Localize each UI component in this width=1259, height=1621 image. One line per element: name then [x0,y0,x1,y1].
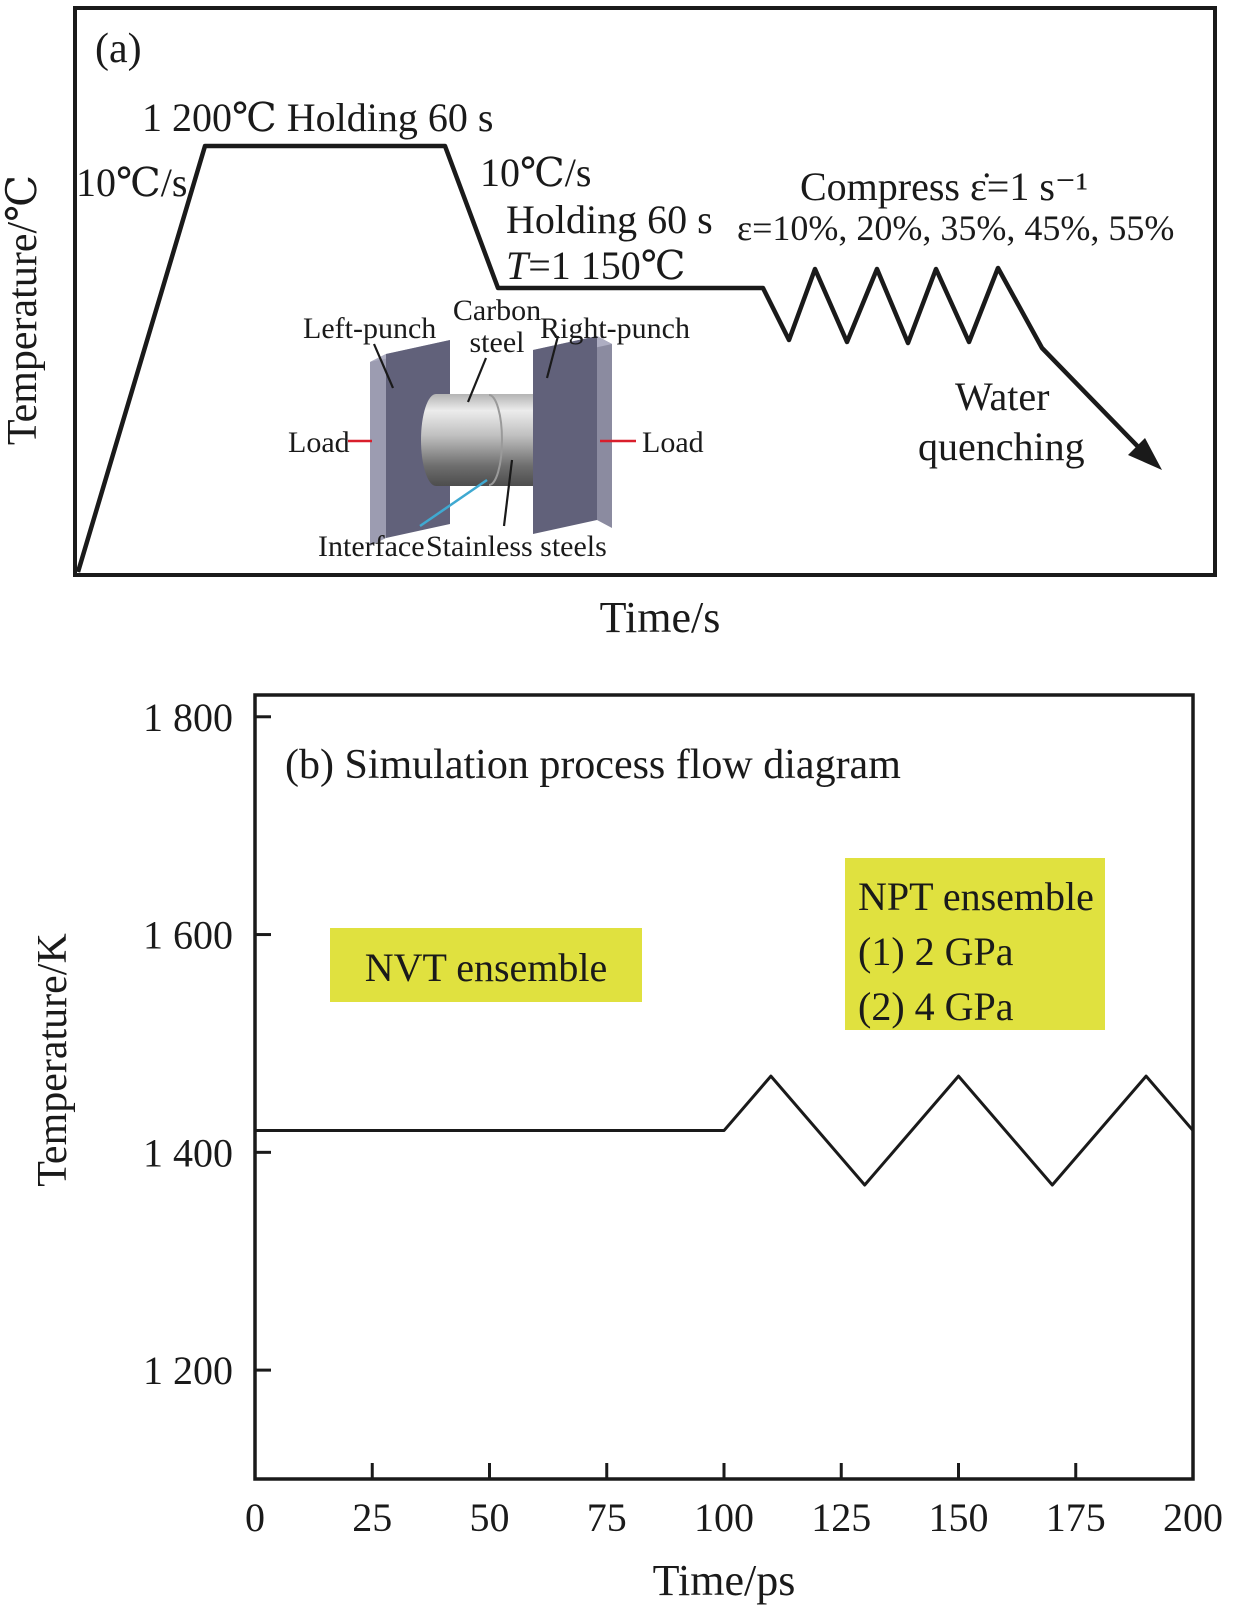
x-tick-label: 200 [1163,1495,1223,1540]
y-tick-label: 1 800 [143,695,233,740]
heating-rate-label: 10℃/s [76,160,187,205]
panel-b-title: (b) Simulation process flow diagram [285,742,901,788]
left-punch-3d [370,340,450,546]
carbon-steel-label-line1: Carbon [453,294,541,327]
sim-temperature-line [255,1074,1195,1187]
strain-levels-label: ε=10%, 20%, 35%, 45%, 55% [737,208,1174,248]
specimen-inset-illustration: Left-punch Carbon steel Right-punch Load… [288,294,704,563]
x-ticks: 0 25 50 75 100 125 150 175 200 [245,1463,1223,1540]
peak-temperature-label: 1 200℃ Holding 60 s [142,95,493,140]
holding-temperature-label: T=1 150℃ [506,243,686,288]
stainless-steels-label: Stainless steels [426,530,607,563]
panel-b-frame [253,693,1195,1481]
cylinder-left-cap [421,394,451,486]
water-quenching-label-line2: quenching [918,424,1085,469]
right-punch-label: Right-punch [540,312,690,345]
load-left-label: Load [288,426,350,459]
panel-a-experiment-diagram: Temperature/℃ Time/s (a) 1 200℃ Holding … [0,6,1217,642]
npt-highlight-box [845,858,1105,1030]
interface-label: Interface [318,530,425,563]
right-punch-side-face [597,336,612,528]
x-tick-label: 0 [245,1495,265,1540]
panel-b-y-axis-label: Temperature/K [30,933,76,1187]
cooling-rate-label: 10℃/s [480,150,591,195]
left-punch-leader-line [372,343,395,389]
x-tick-label: 50 [470,1495,510,1540]
x-tick-label: 75 [587,1495,627,1540]
load-right-label: Load [642,426,704,459]
right-punch-front-face [533,336,597,534]
nvt-highlight-box [330,928,642,1002]
compress-rate-label: Compress ε̇=1 s⁻¹ [800,164,1088,209]
panel-a-x-axis-label: Time/s [600,593,721,642]
left-punch-side-face [370,354,386,546]
quench-arrowhead [1128,438,1162,470]
npt-pressure-1-label: (1) 2 GPa [858,929,1014,974]
x-tick-label: 100 [694,1495,754,1540]
carbon-steel-label-line2: steel [470,326,525,359]
interface-seam [488,394,503,486]
left-punch-front-face [386,340,450,538]
npt-ensemble-label: NPT ensemble [858,874,1094,919]
nvt-ensemble-label: NVT ensemble [365,945,608,990]
y-tick-label: 1 200 [143,1348,233,1393]
y-tick-label: 1 600 [143,913,233,958]
panel-a-frame [73,6,1217,577]
right-punch-3d [533,336,612,534]
stainless-leader-line [502,459,514,527]
water-quenching-label-line1: Water [955,374,1050,419]
x-tick-label: 25 [352,1495,392,1540]
right-punch-leader-line [545,335,560,379]
panel-b-x-axis-label: Time/ps [653,1556,796,1605]
panel-a-tag: (a) [95,26,142,72]
holding-label: Holding 60 s [506,197,713,242]
panel-b-simulation-chart: (b) Simulation process flow diagram Temp… [30,693,1223,1605]
panel-a-y-axis-label: Temperature/℃ [0,175,46,445]
specimen-cylinder [421,394,540,486]
carbon-steel-leader-line [466,357,488,403]
y-tick-label: 1 400 [143,1130,233,1175]
y-ticks: 1 800 1 600 1 400 1 200 [143,695,271,1393]
interface-leader-line [419,478,488,528]
x-tick-label: 175 [1046,1495,1106,1540]
thermal-profile-line [75,143,1149,573]
x-tick-label: 150 [929,1495,989,1540]
cylinder-body [436,394,540,486]
left-punch-label: Left-punch [303,312,436,345]
x-tick-label: 125 [811,1495,871,1540]
npt-pressure-2-label: (2) 4 GPa [858,984,1014,1029]
